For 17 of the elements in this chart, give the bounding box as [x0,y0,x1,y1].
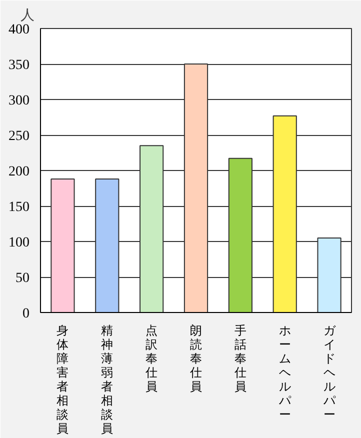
y-axis-title: 人 [20,8,34,24]
y-tick-label: 300 [8,94,30,108]
y-tick-label: 100 [8,236,30,250]
x-tick-label: 朗読奉仕員 [189,324,202,394]
x-tick-label: 手話奉仕員 [233,324,246,394]
y-tick-label: 150 [8,200,30,215]
x-tick-label: 身体障害者相談員 [56,324,69,436]
x-tick-label: 精神薄弱者相談員 [101,324,114,436]
y-tick-label: 0 [22,306,30,322]
x-tick-label: ガイドヘルパー [322,324,336,422]
y-tick-label: 350 [8,58,30,73]
y-tick-label: 50 [16,271,30,286]
y-tick-label: 250 [8,129,30,144]
x-tick-label: ホームヘルパー [278,324,292,422]
y-tick-label: 200 [8,164,30,180]
y-tick-label: 400 [8,22,30,38]
x-tick-label: 点訳奉仕員 [144,324,158,394]
